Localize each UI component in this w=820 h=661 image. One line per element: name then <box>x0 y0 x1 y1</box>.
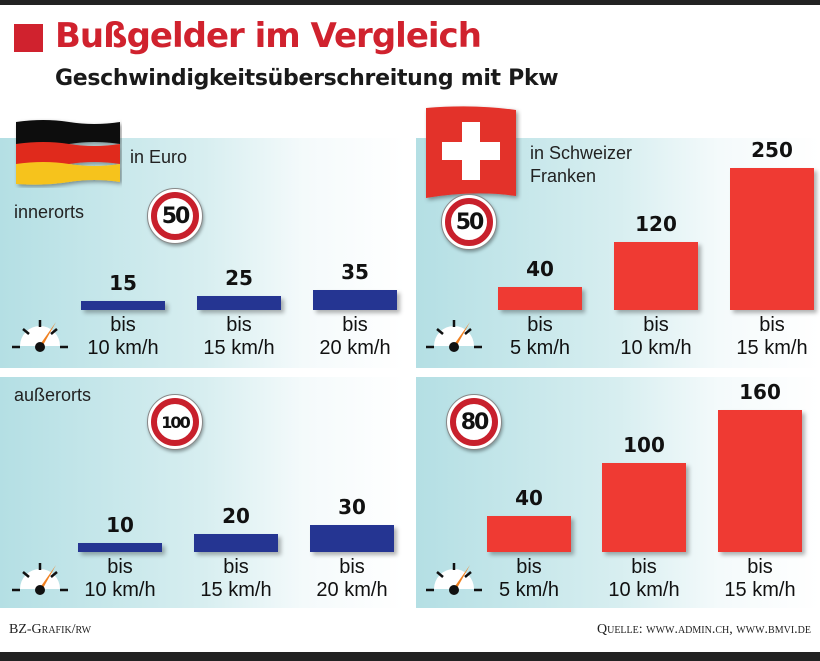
bar-value-label: 20 <box>222 504 250 528</box>
speedometer-icon <box>426 320 482 352</box>
category-label: bis 10 km/h <box>601 314 711 360</box>
bar <box>310 525 394 552</box>
bar-value-label: 15 <box>109 271 137 295</box>
category-line-1: bis <box>527 314 553 336</box>
category-line-2: 20 km/h <box>316 579 388 601</box>
category-line-1: bis <box>759 314 785 336</box>
category-label: bis 15 km/h <box>705 556 815 602</box>
category-line-1: bis <box>110 314 136 336</box>
category-line-1: bis <box>631 556 657 578</box>
category-line-2: 10 km/h <box>87 337 159 359</box>
category-line-2: 15 km/h <box>736 337 808 359</box>
bar-value-label: 40 <box>515 486 543 510</box>
currency-line-2: Franken <box>530 166 597 186</box>
bar-value-label: 100 <box>623 433 665 457</box>
category-line-2: 20 km/h <box>319 337 391 359</box>
bar <box>81 301 165 310</box>
category-label: bis 15 km/h <box>184 314 294 360</box>
bar-value-label: 40 <box>526 257 554 281</box>
category-line-2: 5 km/h <box>509 337 571 359</box>
speed-limit-sign-100-de: 100 <box>147 394 203 450</box>
speed-limit-sign-50-ch: 50 <box>441 194 497 250</box>
bar <box>78 543 162 552</box>
bar <box>487 516 571 552</box>
category-line-2: 10 km/h <box>84 579 156 601</box>
speed-limit-sign-50-de: 50 <box>147 188 203 244</box>
bar-value-label: 160 <box>739 380 781 404</box>
category-label: bis 5 km/h <box>474 556 584 602</box>
bar-value-label: 25 <box>225 266 253 290</box>
source-note: Quelle: www.admin.ch, www.bmvi.de <box>596 622 811 637</box>
category-line-1: bis <box>107 556 133 578</box>
category-line-1: bis <box>223 556 249 578</box>
bar-value-label: 120 <box>635 212 677 236</box>
germany-currency-label: in Euro <box>130 147 188 167</box>
bar <box>614 242 698 310</box>
speed-limit-value: 50 <box>161 203 191 229</box>
category-line-2: 15 km/h <box>203 337 275 359</box>
category-line-2: 10 km/h <box>608 579 680 601</box>
bar <box>194 534 278 552</box>
title-marker <box>14 24 43 52</box>
speedometer-icon <box>426 563 482 595</box>
bar <box>313 290 397 310</box>
bar <box>730 168 814 310</box>
category-label: bis 5 km/h <box>485 314 595 360</box>
speed-limit-sign-80-ch: 80 <box>446 394 502 450</box>
page-subtitle: Geschwindigkeitsüberschreitung mit Pkw <box>55 66 559 91</box>
category-label: bis 20 km/h <box>297 556 407 602</box>
switzerland-currency-label: in Schweizer Franken <box>530 142 632 188</box>
bar <box>498 287 582 310</box>
top-border <box>0 0 820 5</box>
switzerland-flag-icon <box>426 106 516 198</box>
category-label: bis 15 km/h <box>717 314 820 360</box>
category-line-1: bis <box>226 314 252 336</box>
speed-limit-value: 80 <box>460 409 490 435</box>
speed-limit-value: 100 <box>161 412 190 432</box>
innerorts-label: innerorts <box>14 202 85 222</box>
bar <box>718 410 802 552</box>
bar-value-label: 10 <box>106 513 134 537</box>
page-title: Bußgelder im Vergleich <box>55 16 482 56</box>
speedometer-icon <box>12 563 68 595</box>
category-label: bis 10 km/h <box>68 314 178 360</box>
graphic-credit: BZ-Grafik/rw <box>9 622 92 637</box>
bar <box>197 296 281 310</box>
bar-value-label: 35 <box>341 260 369 284</box>
germany-flag-icon <box>16 120 120 185</box>
category-label: bis 10 km/h <box>589 556 699 602</box>
category-line-1: bis <box>342 314 368 336</box>
category-line-1: bis <box>516 556 542 578</box>
category-line-1: bis <box>643 314 669 336</box>
category-line-1: bis <box>747 556 773 578</box>
currency-line-1: in Schweizer <box>530 143 633 163</box>
bar <box>602 463 686 552</box>
speedometer-icon <box>12 320 68 352</box>
category-line-2: 5 km/h <box>498 579 560 601</box>
ausserorts-label: außerorts <box>14 385 92 405</box>
speed-limit-value: 50 <box>455 209 485 235</box>
category-line-2: 15 km/h <box>724 579 796 601</box>
panel-germany-ausserorts <box>0 377 405 608</box>
bar-value-label: 30 <box>338 495 366 519</box>
category-label: bis 20 km/h <box>300 314 410 360</box>
category-label: bis 10 km/h <box>65 556 175 602</box>
bottom-border <box>0 652 820 661</box>
bar-value-label: 250 <box>751 138 793 162</box>
category-label: bis 15 km/h <box>181 556 291 602</box>
category-line-1: bis <box>339 556 365 578</box>
category-line-2: 10 km/h <box>620 337 692 359</box>
category-line-2: 15 km/h <box>200 579 272 601</box>
